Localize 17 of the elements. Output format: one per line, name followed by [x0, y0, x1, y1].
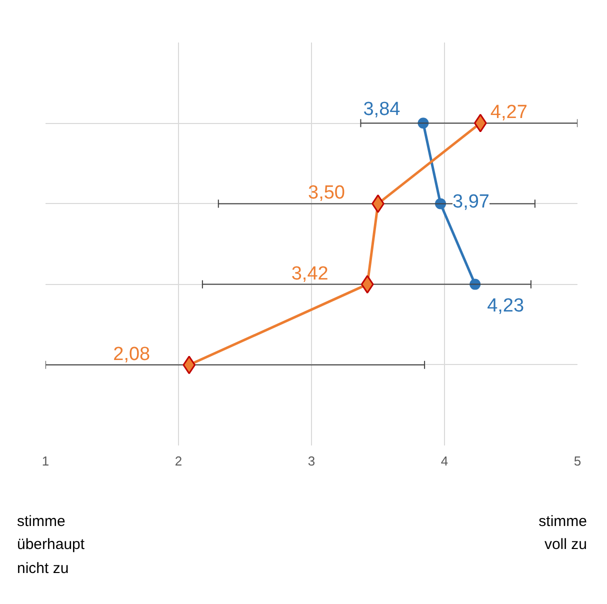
x-tick-label: 3: [308, 454, 316, 468]
data-label: 3,84: [363, 99, 401, 120]
point: [360, 275, 374, 294]
text: stimme voll zu: [538, 512, 587, 556]
x-tick-label: 2: [174, 454, 182, 468]
x-tick-label: 5: [574, 454, 582, 468]
data-label: 4,27: [490, 102, 528, 124]
data-label: 3,50: [308, 182, 345, 204]
data-label: 3,97: [452, 192, 490, 213]
x-tick-label: 1: [42, 454, 50, 468]
point: [182, 356, 196, 374]
data-label: 2,08: [113, 344, 150, 365]
point: [474, 114, 487, 132]
data-label: 4,23: [487, 295, 524, 316]
x-tick-label: 4: [440, 454, 448, 468]
data-label: 3,42: [291, 263, 328, 284]
text: stimme überhaupt nicht zu: [17, 512, 85, 578]
